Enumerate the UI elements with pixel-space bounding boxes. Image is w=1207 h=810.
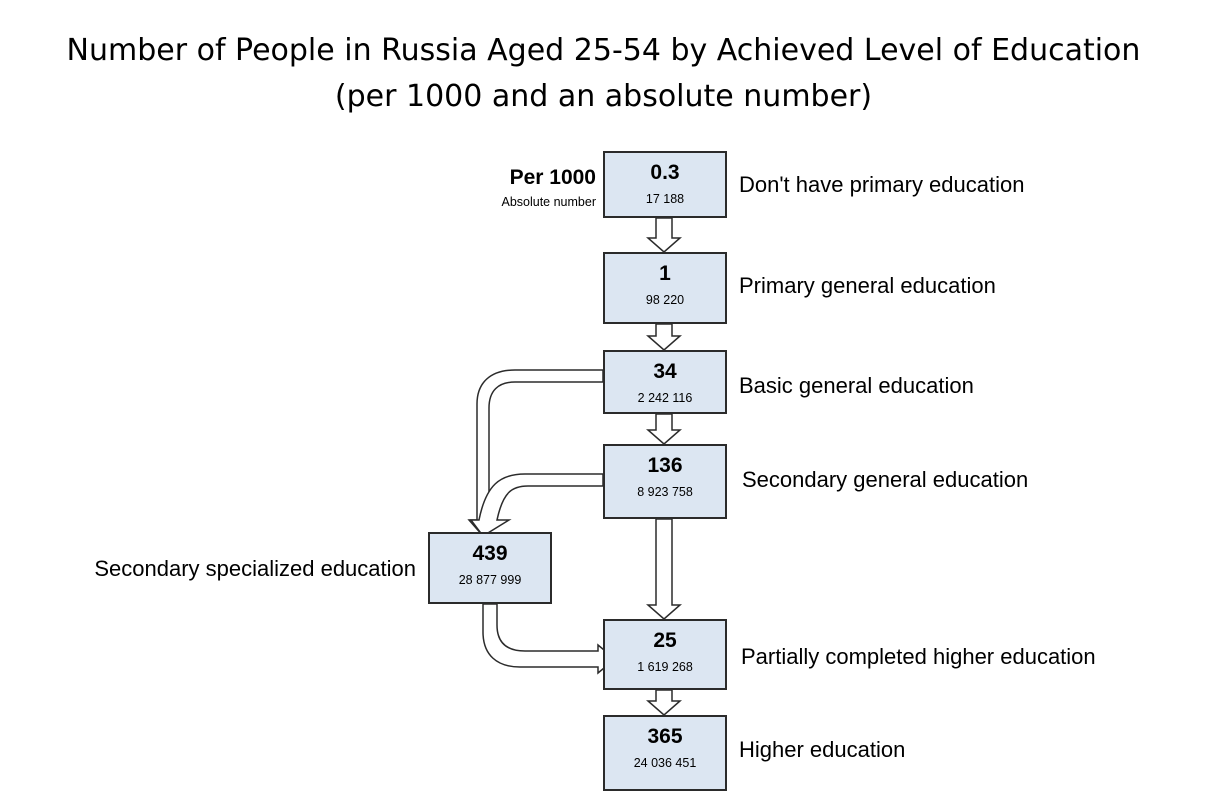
arrow-primary-to-basic <box>646 323 682 351</box>
legend-absolute-number: Absolute number <box>501 195 596 209</box>
primary-absolute: 98 220 <box>645 293 685 307</box>
no-primary-absolute: 17 188 <box>645 192 685 206</box>
box-no-primary: 0.3 17 188 <box>603 151 727 218</box>
secondary-general-per-1000: 136 <box>647 454 683 477</box>
legend-per-1000: Per 1000 <box>509 166 596 189</box>
label-no-primary: Don't have primary education <box>739 172 1025 197</box>
arrow-secondary-to-specialized <box>469 473 604 537</box>
box-secondary-specialized: 439 28 877 999 <box>428 532 552 604</box>
label-secondary-general: Secondary general education <box>742 467 1029 492</box>
label-secondary-specialized: Secondary specialized education <box>94 556 416 581</box>
title-line-2: (per 1000 and an absolute number) <box>334 79 873 114</box>
secondary-specialized-absolute: 28 877 999 <box>458 573 522 587</box>
secondary-specialized-per-1000: 439 <box>472 542 508 565</box>
arrow-partial-to-higher <box>646 689 682 716</box>
higher-absolute: 24 036 451 <box>633 756 697 770</box>
title-line-1: Number of People in Russia Aged 25-54 by… <box>66 33 1141 68</box>
arrow-secondary-to-partial <box>646 518 682 620</box>
label-basic: Basic general education <box>739 373 974 398</box>
legend: Per 1000 Absolute number <box>501 166 596 210</box>
partial-higher-per-1000: 25 <box>653 629 677 652</box>
box-partial-higher: 25 1 619 268 <box>603 619 727 690</box>
basic-absolute: 2 242 116 <box>637 391 693 405</box>
box-primary: 1 98 220 <box>603 252 727 324</box>
secondary-general-absolute: 8 923 758 <box>637 485 693 499</box>
arrow-basic-to-secondary <box>646 413 682 445</box>
box-secondary-general: 136 8 923 758 <box>603 444 727 519</box>
higher-per-1000: 365 <box>647 725 683 748</box>
arrow-specialized-to-partial <box>482 603 617 675</box>
label-higher: Higher education <box>739 737 906 762</box>
label-partial-higher: Partially completed higher education <box>741 644 1096 669</box>
label-primary: Primary general education <box>739 273 996 298</box>
page-title: Number of People in Russia Aged 25-54 by… <box>0 28 1207 120</box>
box-basic: 34 2 242 116 <box>603 350 727 414</box>
primary-per-1000: 1 <box>659 262 671 285</box>
partial-higher-absolute: 1 619 268 <box>637 660 693 674</box>
no-primary-per-1000: 0.3 <box>650 161 680 184</box>
basic-per-1000: 34 <box>653 360 677 383</box>
arrow-no-primary-to-primary <box>646 217 682 253</box>
box-higher: 365 24 036 451 <box>603 715 727 791</box>
